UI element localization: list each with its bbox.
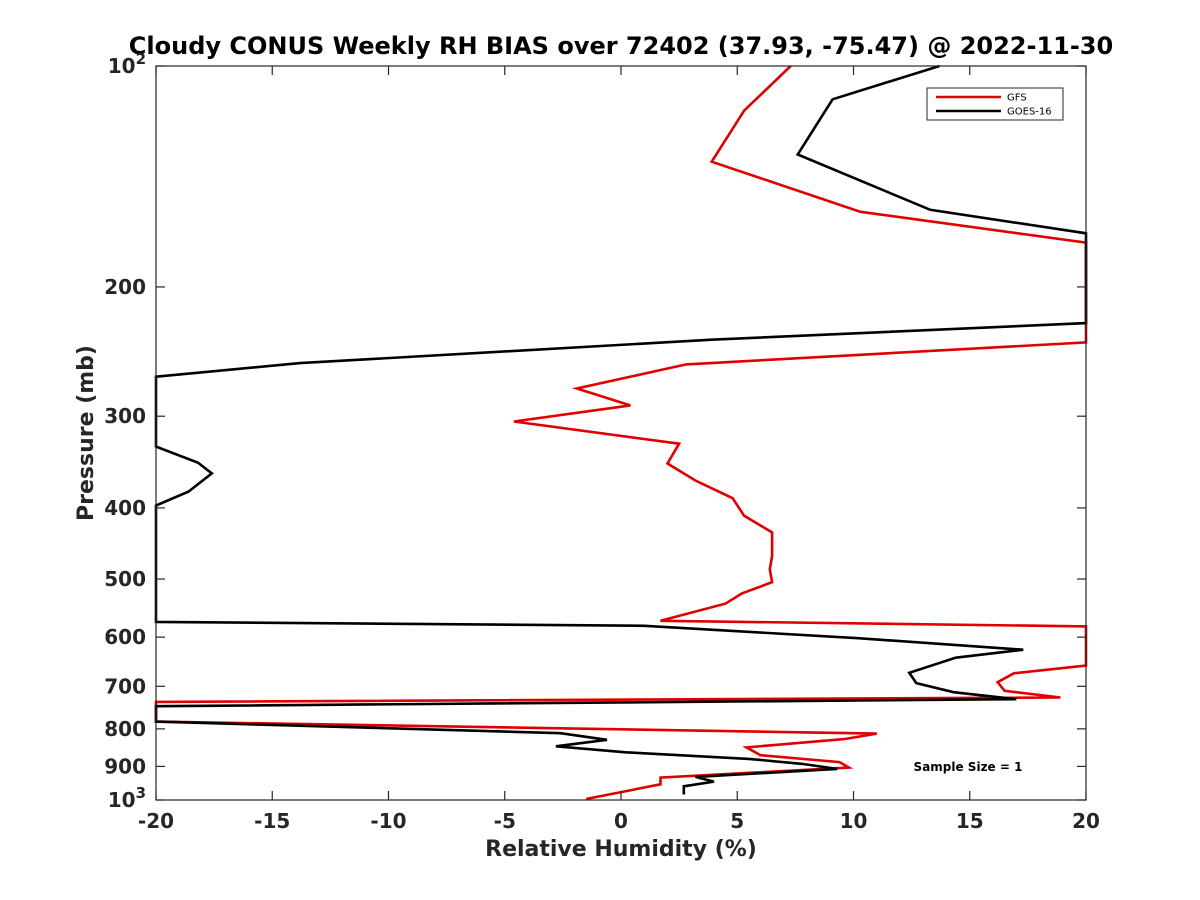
legend-label-1: GFS: [1007, 93, 1027, 104]
y-axis: 102 200 300 400 500 600 700 800 900 103: [104, 50, 1086, 812]
y-tick-label: 400: [104, 496, 146, 520]
x-tick-label: 20: [1072, 809, 1100, 833]
y-tick-label: 800: [104, 717, 146, 741]
series-line-1: [154, 65, 1088, 801]
legend-label-2: GOES-16: [1007, 107, 1052, 118]
chart-title: Cloudy CONUS Weekly RH BIAS over 72402 (…: [129, 32, 1113, 60]
x-axis-label: Relative Humidity (%): [485, 837, 757, 862]
x-tick-label: 0: [614, 809, 628, 833]
y-tick-label: 700: [104, 674, 146, 698]
x-tick-label: -10: [370, 809, 406, 833]
legend-box: [926, 87, 1064, 121]
y-tick-label: 500: [104, 567, 146, 591]
x-tick-label: 10: [840, 809, 868, 833]
y-tick-label: 600: [104, 625, 146, 649]
x-tick-label: 5: [730, 809, 744, 833]
x-tick-label: 15: [956, 809, 984, 833]
x-axis: -20 -15 -10 -5 0 5 10 15 20: [138, 66, 1100, 833]
y-axis-label: Pressure (mb): [74, 345, 99, 521]
sample-size-annotation: Sample Size = 1: [914, 760, 1023, 774]
y-tick-label: 900: [104, 754, 146, 778]
y-tick-label: 200: [104, 275, 146, 299]
plot-lines: [154, 64, 1088, 801]
legend: GFS GOES-16: [926, 87, 1064, 121]
y-tick-label: 103: [108, 784, 146, 812]
series-line-2: [154, 64, 1088, 795]
y-tick-label: 102: [108, 50, 146, 78]
y-tick-label: 300: [104, 404, 146, 428]
x-tick-label: -15: [254, 809, 290, 833]
x-tick-label: -20: [138, 809, 174, 833]
x-tick-label: -5: [494, 809, 516, 833]
